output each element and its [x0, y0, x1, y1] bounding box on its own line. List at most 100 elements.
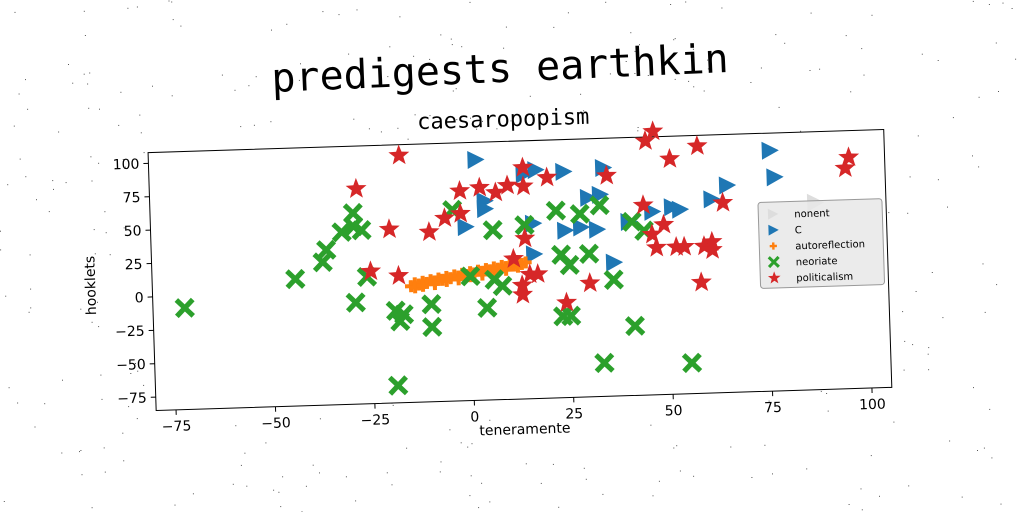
point-politicalism: [579, 272, 601, 293]
point-politicalism: [378, 218, 400, 239]
point-neoriate: [569, 203, 591, 225]
point-politicalism: [418, 221, 440, 242]
point-C: [556, 221, 575, 240]
point-politicalism: [659, 147, 681, 169]
point-neoriate: [393, 304, 415, 325]
y-tick-label: 75: [122, 190, 140, 207]
legend-marker-neoriate: [767, 255, 780, 269]
legend-box: [757, 198, 885, 289]
point-C: [671, 200, 690, 219]
point-C: [703, 190, 721, 209]
series-politicalism-group: [345, 120, 860, 312]
point-politicalism: [388, 144, 410, 165]
point-politicalism: [641, 223, 663, 244]
point-C: [718, 176, 737, 195]
point-autoreflection: [420, 276, 433, 290]
point-neoriate: [174, 297, 195, 319]
x-tick-label: 50: [664, 403, 682, 420]
y-tick-label: 0: [134, 290, 143, 306]
legend-label: autoreflection: [795, 239, 865, 252]
point-neoriate: [460, 266, 481, 287]
point-neoriate: [603, 269, 624, 290]
point-neoriate: [342, 202, 364, 224]
point-autoreflection: [416, 279, 429, 292]
point-politicalism: [360, 260, 382, 281]
point-politicalism: [595, 164, 617, 185]
point-C: [467, 150, 485, 169]
point-autoreflection: [519, 256, 532, 269]
point-politicalism: [512, 283, 534, 304]
point-politicalism: [690, 271, 712, 292]
point-autoreflection: [499, 263, 513, 276]
plot-axes: caesaropopism −75 −50 −25 0 25 50 75 100−75−50−…: [82, 105, 893, 439]
point-autoreflection: [488, 265, 501, 278]
point-politicalism: [653, 213, 675, 234]
data-marks: [174, 120, 860, 396]
point-neoriate: [482, 219, 504, 241]
point-C: [457, 218, 475, 237]
point-C: [476, 200, 495, 219]
point-politicalism: [834, 157, 856, 178]
y-axis-label: hooklets: [82, 256, 100, 316]
y-tick-label: 50: [123, 223, 141, 240]
point-C: [555, 162, 573, 181]
point-C: [527, 161, 545, 180]
point-C: [572, 218, 591, 237]
point-politicalism: [388, 264, 410, 285]
point-politicalism: [686, 135, 708, 156]
point-neoriate: [316, 239, 337, 261]
point-C: [766, 168, 784, 187]
point-politicalism: [712, 191, 734, 212]
point-C: [761, 141, 779, 160]
point-autoreflection: [440, 274, 453, 288]
point-autoreflection: [452, 273, 465, 286]
point-neoriate: [387, 375, 409, 396]
axis-ticks: −75 −50 −25 0 25 50 75 100 −75 −50 −25 0 25 50 75 100: [112, 157, 886, 436]
legend-label: nonent: [794, 208, 830, 220]
point-politicalism: [556, 291, 578, 312]
point-politicalism: [434, 207, 456, 228]
point-politicalism: [449, 179, 471, 201]
point-neoriate: [624, 315, 646, 337]
point-neoriate: [594, 352, 615, 374]
x-tick-label: 25: [565, 406, 583, 423]
point-politicalism: [632, 194, 654, 215]
point-neoriate: [285, 268, 306, 290]
point-politicalism: [514, 227, 536, 248]
point-politicalism: [345, 177, 367, 198]
point-autoreflection: [476, 268, 489, 281]
point-neoriate: [514, 214, 535, 236]
point-neoriate: [421, 316, 443, 338]
point-neoriate: [545, 200, 567, 221]
point-neoriate: [331, 221, 352, 243]
point-politicalism: [485, 181, 506, 202]
point-neoriate: [559, 254, 580, 276]
point-politicalism: [701, 238, 723, 260]
point-autoreflection: [491, 262, 505, 275]
point-politicalism: [512, 175, 534, 196]
point-politicalism: [512, 156, 534, 177]
point-politicalism: [496, 174, 518, 195]
point-neoriate: [492, 275, 513, 297]
point-autoreflection: [444, 272, 457, 285]
legend-marker-C: [768, 224, 779, 236]
y-tick-label: −25: [115, 324, 145, 341]
point-C: [525, 245, 544, 264]
x-tick-label: −50: [261, 415, 291, 432]
x-tick-label: −25: [360, 412, 390, 429]
legend-marker-politicalism: [767, 271, 781, 284]
x-tick-label: −75: [162, 418, 192, 435]
legend-marker-autoreflection: [769, 242, 777, 250]
point-neoriate: [589, 195, 610, 216]
point-politicalism: [449, 202, 471, 223]
figure-title: predigests earthkin: [270, 36, 729, 102]
point-politicalism: [673, 235, 695, 256]
point-C: [579, 188, 598, 207]
point-neoriate: [560, 305, 582, 327]
point-C: [588, 220, 607, 239]
legend-label: C: [795, 225, 802, 236]
point-neoriate: [578, 243, 600, 264]
y-tick-label: −50: [116, 357, 146, 374]
x-axis-label: teneramente: [479, 420, 571, 439]
